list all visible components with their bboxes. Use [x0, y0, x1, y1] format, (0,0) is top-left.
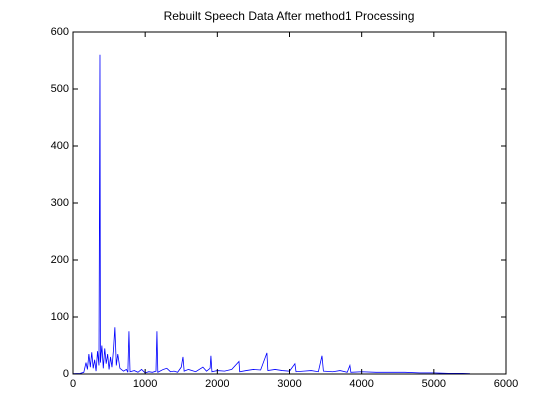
y-tick-label: 100 — [51, 311, 69, 323]
plot-area — [73, 32, 506, 374]
y-tick-label: 0 — [63, 368, 69, 380]
x-tick-label: 6000 — [494, 378, 518, 390]
data-line — [72, 54, 470, 375]
chart-title: Rebuilt Speech Data After method1 Proces… — [164, 9, 415, 23]
x-tick-label: 2000 — [205, 378, 229, 390]
x-tick-label: 1000 — [133, 378, 157, 390]
x-tick-label: 0 — [70, 378, 76, 390]
y-tick-label: 400 — [51, 140, 69, 152]
y-tick-label: 200 — [51, 254, 69, 266]
x-tick-label: 3000 — [277, 378, 301, 390]
y-tick-label: 300 — [51, 197, 69, 209]
y-tick-label: 600 — [51, 26, 69, 38]
x-tick-label: 5000 — [422, 378, 446, 390]
y-tick-label: 500 — [51, 83, 69, 95]
x-tick-label: 4000 — [349, 378, 373, 390]
